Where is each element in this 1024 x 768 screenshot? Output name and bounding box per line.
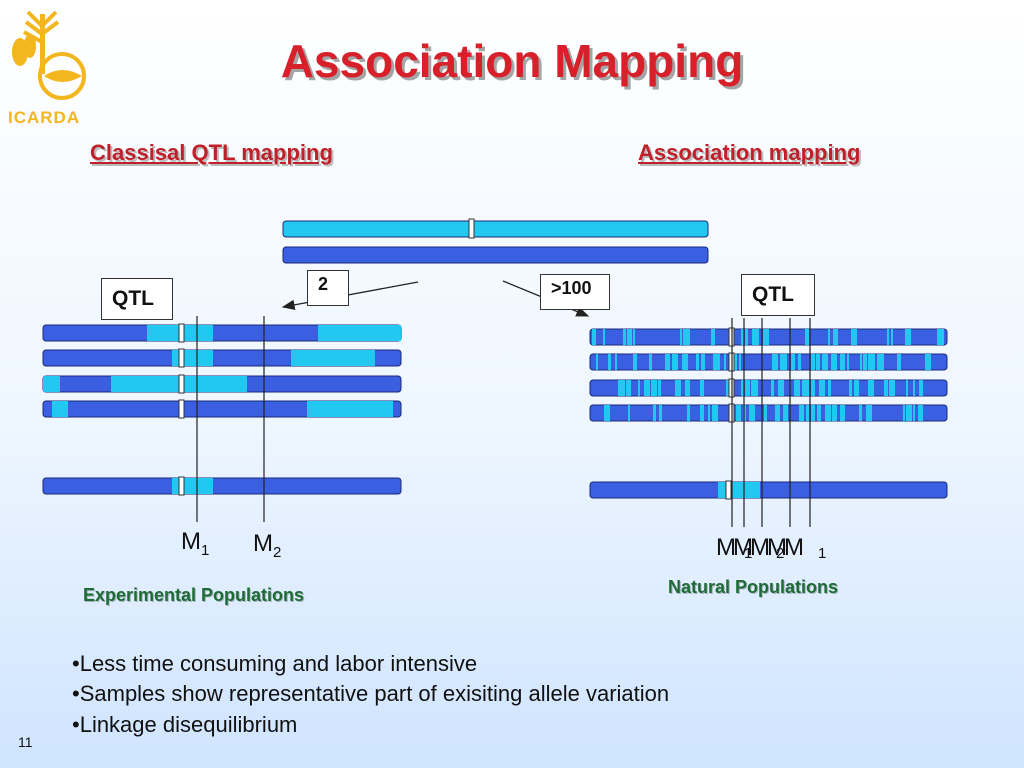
right-marker-sub-2: 2 [776, 545, 785, 562]
right-chromosome-3 [589, 378, 948, 398]
right-markers: MMMMM [716, 534, 804, 561]
count-box-left: 2 [307, 270, 349, 306]
left-marker-m2: M2 [253, 530, 282, 561]
slide-title: Association Mapping [280, 35, 744, 87]
right-qtl-label: QTL [741, 274, 815, 316]
right-marker-sub-1: 1 [744, 545, 753, 562]
left-chromosome-3 [42, 374, 402, 394]
bullet-1: •Less time consuming and labor intensive [72, 651, 478, 676]
icarda-logo: ICARDA [4, 6, 99, 131]
bullet-2: •Samples show representative part of exi… [72, 681, 670, 706]
left-chromosome-5 [42, 476, 402, 496]
right-chromosome-4 [589, 403, 948, 423]
parent-chromosome-bottom [282, 246, 709, 264]
experimental-populations-label: Experimental Populations [83, 585, 305, 605]
right-chromosome-2 [589, 352, 948, 372]
right-chromosomes [589, 327, 948, 423]
right-chromosome-5 [589, 480, 948, 500]
arrow-left [281, 281, 419, 310]
logo-emblem-icon [12, 10, 86, 100]
left-chromosome-1 [42, 323, 402, 343]
count-box-right: >100 [540, 274, 610, 310]
bullet-3: •Linkage disequilibrium [72, 712, 298, 737]
parent-chromosome-top [282, 218, 709, 239]
left-chromosome-2 [42, 348, 402, 368]
left-heading: Classisal QTL mapping [90, 140, 333, 165]
left-qtl-label: QTL [101, 278, 173, 320]
logo-text: ICARDA [8, 108, 81, 127]
left-chromosome-4 [42, 399, 402, 419]
right-heading: Association mapping [638, 140, 861, 165]
right-chromosome-1 [589, 327, 948, 347]
page-number: 11 [18, 734, 33, 750]
natural-populations-label: Natural Populations [668, 577, 839, 597]
right-marker-sub-3: 1 [818, 545, 827, 562]
left-marker-m1: M1 [181, 528, 210, 559]
